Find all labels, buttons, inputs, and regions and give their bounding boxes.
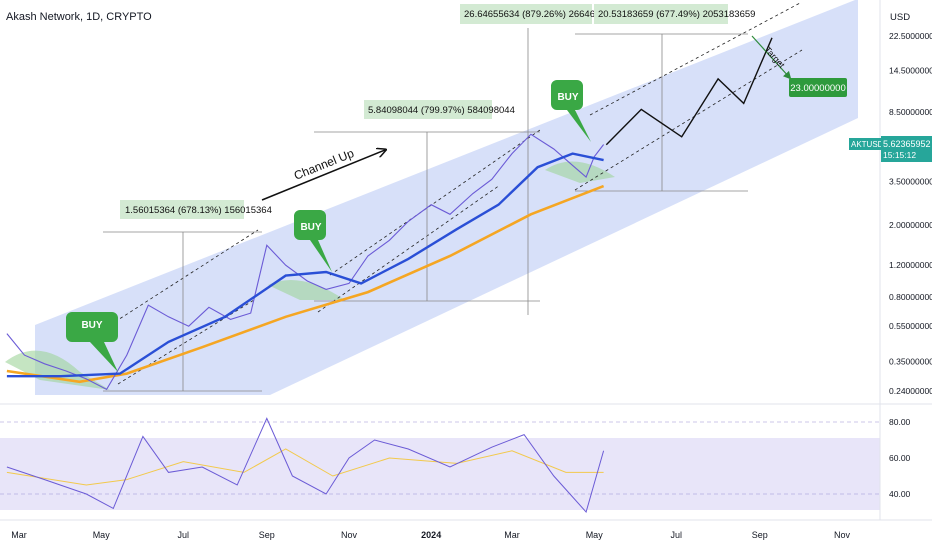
channel-line-3: [329, 129, 541, 276]
price-tick-8: 0.55000000: [889, 321, 932, 331]
measure-3-text: 26.64655634 (879.26%) 2664655634: [464, 9, 621, 20]
measure-3-box: [460, 4, 592, 24]
ma-fast-line: [6, 152, 604, 378]
measure-4-text: 20.53183659 (677.49%) 2053183659: [598, 9, 755, 20]
channel-up-arrow: [261, 150, 385, 201]
price-tick-1: 14.50000000: [889, 65, 932, 75]
price-axis-bg: [880, 0, 932, 520]
countdown-text: 15:15:12: [883, 150, 916, 160]
time-tick-10: Nov: [834, 530, 851, 540]
symbol-tag: [849, 138, 881, 150]
buy-callout-3[interactable]: BUY: [551, 80, 591, 142]
price-tick-9: 0.35000000: [889, 357, 932, 367]
rsi-tick-0: 80.00: [889, 417, 911, 427]
buy-label-1: BUY: [81, 320, 102, 331]
symbol-title[interactable]: Akash Network, 1D, CRYPTO: [6, 11, 152, 23]
accumulation-zone-2: [268, 280, 345, 300]
channel-line-4: [317, 184, 501, 313]
channel-line-1: [109, 229, 259, 326]
measure-2-box: [364, 100, 492, 119]
time-tick-8: Jul: [671, 530, 683, 540]
time-tick-1: May: [93, 530, 111, 540]
buy-callout-1[interactable]: BUY: [66, 312, 118, 372]
time-tick-7: May: [586, 530, 604, 540]
time-tick-6: Mar: [504, 530, 520, 540]
price-tick-4: 3.50000000: [889, 177, 932, 187]
time-tick-2: Jul: [178, 530, 190, 540]
price-tick-2: 8.50000000: [889, 107, 932, 117]
price-tick-0: 22.50000000: [889, 31, 932, 41]
measure-1-text: 1.56015364 (678.13%) 156015364: [125, 205, 272, 216]
channel-up-label: Channel Up: [292, 146, 356, 183]
measure-1-box: [120, 200, 244, 219]
rsi-tick-labels: 80.00 60.00 40.00: [889, 417, 911, 499]
symbol-tag-text: AKTUSD: [851, 140, 884, 149]
buy-label-2: BUY: [300, 222, 321, 233]
buy-callout-2[interactable]: BUY: [294, 210, 332, 272]
time-tick-9: Sep: [752, 530, 768, 540]
price-tick-10: 0.24000000: [889, 386, 932, 396]
measure-2-text: 5.84098044 (799.97%) 584098044: [368, 105, 515, 116]
time-tick-4: Nov: [341, 530, 358, 540]
channel-line-6: [574, 49, 803, 191]
ma-slow-line: [6, 184, 605, 384]
buy-label-3: BUY: [557, 92, 578, 103]
time-tick-labels: Mar May Jul Sep Nov 2024 Mar May Jul Sep Nov: [11, 530, 850, 540]
rsi-band: [0, 438, 880, 510]
target-price-text: 23.00000000: [790, 83, 845, 94]
projection-line: [605, 37, 773, 146]
current-price-tag[interactable]: [881, 136, 932, 162]
rsi-tick-1: 60.00: [889, 453, 911, 463]
price-line: [6, 133, 605, 391]
price-tick-6: 1.20000000: [889, 260, 932, 270]
measure-4-box: [594, 4, 728, 24]
channel-line-5: [589, 2, 801, 116]
time-tick-5: 2024: [421, 530, 441, 540]
price-tick-5: 2.00000000: [889, 220, 932, 230]
rsi-signal-line: [6, 448, 604, 486]
time-tick-0: Mar: [11, 530, 27, 540]
price-tick-7: 0.80000000: [889, 292, 932, 302]
rsi-line: [6, 417, 605, 514]
time-tick-3: Sep: [259, 530, 275, 540]
current-price-text: 5.62365952: [883, 139, 931, 149]
target-price-box[interactable]: [789, 78, 847, 97]
currency-label[interactable]: USD: [890, 12, 910, 23]
target-arrow: [751, 35, 792, 80]
rsi-tick-2: 40.00: [889, 489, 911, 499]
channel-up-band: [35, 0, 858, 395]
